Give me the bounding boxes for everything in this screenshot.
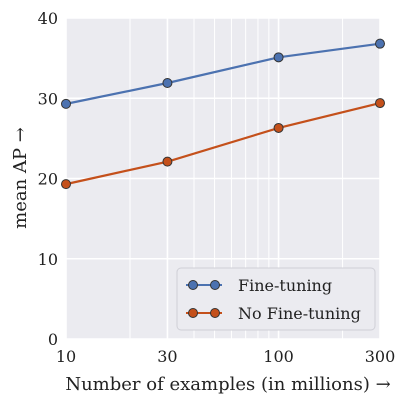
series-line: [65, 101, 381, 186]
y-tick-label: 20: [38, 170, 58, 189]
legend-marker-fine-tuning: [188, 280, 198, 290]
legend-label-no-fine-tuning: No Fine-tuning: [238, 304, 361, 323]
data-point: [162, 156, 173, 167]
y-tick-label: 30: [38, 89, 58, 108]
x-tick-label: 10: [56, 347, 76, 366]
y-tick-label: 10: [38, 250, 58, 269]
y-tick-label: 40: [38, 9, 58, 28]
data-point: [273, 122, 284, 133]
y-tick-label: 0: [48, 330, 58, 349]
data-point: [375, 98, 385, 109]
legend-label-fine-tuning: Fine-tuning: [238, 276, 332, 295]
y-axis-label: mean AP →: [10, 127, 31, 229]
legend-marker-no-fine-tuning: [210, 308, 220, 318]
x-axis-label: Number of examples (in millions) →: [65, 374, 390, 395]
data-point: [61, 98, 71, 109]
x-tick-label: 100: [263, 347, 294, 366]
series-line: [65, 42, 381, 105]
series-layer: [61, 38, 385, 190]
data-point: [375, 38, 385, 49]
legend: Fine-tuning No Fine-tuning: [176, 267, 376, 331]
legend-marker-no-fine-tuning: [188, 308, 198, 318]
x-tick-label: 30: [157, 347, 177, 366]
data-point: [273, 52, 284, 63]
x-tick-label: 300: [365, 347, 396, 366]
data-point: [162, 78, 173, 89]
data-point: [61, 179, 71, 190]
legend-box: [176, 267, 376, 331]
legend-marker-fine-tuning: [210, 280, 220, 290]
